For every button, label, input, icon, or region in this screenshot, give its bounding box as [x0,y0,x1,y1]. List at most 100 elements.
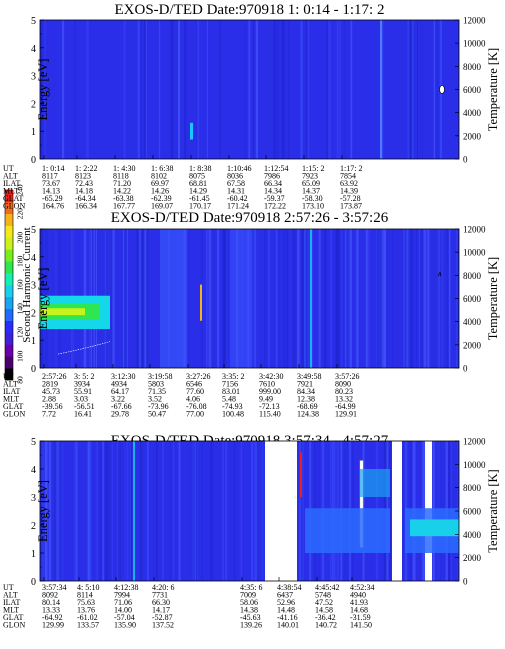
colorbar-tick-label: 200 [16,232,25,244]
ephemeris-value: -64.34 [75,194,96,203]
ephemeris-value: 8123 [75,172,91,181]
ephemeris-value: -64.99 [335,402,356,411]
spectrogram-streak [299,441,301,581]
spectrogram-panel-1: EXOS-D/TED Date:970918 1: 0:14 - 1:17: 2… [3,2,500,211]
ephemeris-value: 1:17: 2 [340,164,362,173]
spectrogram-streak [389,441,392,581]
spectrogram-streak [382,20,384,159]
ephemeris-value: 137.52 [152,621,174,630]
ephemeris-value: -60.42 [227,194,248,203]
spectrogram-streak [411,20,414,159]
spectrogram-streak [265,229,268,368]
spectrogram-streak [401,20,404,159]
ephemeris-value: 14.34 [264,187,282,196]
spectrogram-streak [45,441,47,581]
ephemeris-value: 3:35: 2 [222,372,244,381]
spectrogram-streak [336,20,339,159]
ephemeris-value: 8092 [42,591,58,600]
ephemeris-value: 1:15: 2 [302,164,324,173]
ephemeris-value: 172.22 [264,202,286,211]
spectrogram-streak [380,229,383,368]
ephemeris-row-label: MLT [3,187,19,196]
spectrogram-streak [76,441,78,581]
spectrogram-streak [123,20,126,159]
high-current-region [410,519,459,537]
spectrogram-streak [196,441,199,581]
spectrogram-streak [42,441,45,581]
colorbar-segment [5,225,13,238]
y-tick-label: 3 [31,493,36,504]
y-axis-label: Energy [eV] [36,59,50,121]
ephemeris-value: 167.77 [113,202,135,211]
spectrogram-streak [46,441,48,581]
ephemeris-value: 14.31 [227,187,245,196]
spectrogram-streak [141,441,143,581]
spectrogram-streak [245,20,246,159]
spectrogram-streak [56,441,59,581]
colorbar-tick-label: 140 [16,303,25,315]
spectrogram-streak [209,229,211,368]
ephemeris-row-label: GLAT [3,613,24,622]
spectrogram-streak [427,229,430,368]
y2-axis-label: Temperature [K] [486,469,500,552]
spectrogram-streak [419,229,421,368]
spectrogram-streak [256,20,259,159]
ephemeris-value: 14.00 [114,606,132,615]
ephemeris-value: 14.17 [152,606,170,615]
spectrogram-streak [303,229,306,368]
ephemeris-row-label: UT [3,372,14,381]
spectrogram-streak [282,229,286,368]
spectrogram-streak [255,20,257,159]
spectrogram-panel-3: EXOS-D/TED Date:970918 3:57:34 - 4:57:27… [3,433,500,630]
ephemeris-value: 169.07 [151,202,173,211]
spectrogram-streak [219,20,221,159]
ephemeris-value: 170.17 [189,202,211,211]
spectrogram-streak [170,20,174,159]
ephemeris-value: 47.52 [315,598,333,607]
spectrogram-streak [441,229,443,368]
spectrogram-streak [387,229,388,368]
ephemeris-value: 7923 [302,172,318,181]
ephemeris-value: 14.68 [350,606,368,615]
ephemeris-value: 7986 [264,172,280,181]
colorbar-tick-label: 80 [16,376,25,384]
ephemeris-value: 5748 [315,591,331,600]
ephemeris-value: 4:12:38 [114,583,138,592]
ephemeris-value: -68.69 [297,402,318,411]
spectrogram-streak [42,441,44,581]
ephemeris-value: 8075 [189,172,205,181]
spectrogram-streak [195,20,198,159]
spectrogram-streak [306,20,310,159]
spectrogram-streak [130,441,133,581]
spectrogram-streak [222,441,224,581]
spectrogram-streak [61,441,63,581]
spectrogram-streak [249,229,253,368]
spectrogram-streak [449,229,451,368]
ephemeris-value: 67.58 [227,179,245,188]
ephemeris-value: 3.03 [74,395,88,404]
ephemeris-value: 133.57 [77,621,99,630]
spectrogram-streak [255,441,258,581]
spectrogram-streak [133,20,135,159]
ephemeris-value: 4.06 [186,395,200,404]
spectrogram-streak [380,20,382,159]
y-tick-label: 4 [31,44,36,55]
spectrogram-streak [376,229,378,368]
y-tick-label: 1 [31,336,36,347]
ephemeris-row-label: ALT [3,380,18,389]
y-axis-label: Energy [eV] [36,480,50,542]
spectrogram-streak [105,441,109,581]
y-tick-label: 1 [31,127,36,138]
y2-tick-label: 4000 [463,108,482,118]
y2-tick-label: 2000 [463,131,482,141]
spectrogram-streak [416,229,418,368]
ephemeris-value: 55.91 [74,387,92,396]
y2-tick-label: 10000 [463,460,486,470]
ephemeris-value: 4:52:34 [350,583,374,592]
spectrogram-streak [254,229,257,368]
temperature-trace [300,452,302,497]
ephemeris-row-label: UT [3,164,14,173]
y-tick-label: 0 [31,364,36,375]
ephemeris-value: 14.37 [302,187,320,196]
ephemeris-value: 72.43 [75,179,93,188]
